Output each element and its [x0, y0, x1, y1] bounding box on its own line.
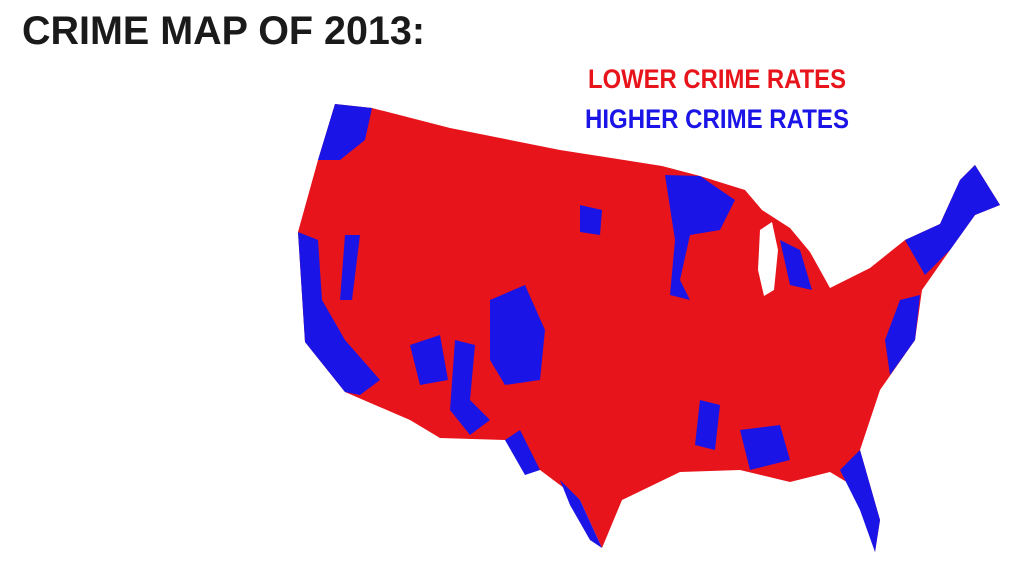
- map-region: [885, 295, 920, 375]
- map-region: [505, 430, 540, 475]
- map-region: [780, 240, 812, 290]
- map-region: [318, 104, 372, 160]
- map-region: [740, 425, 790, 470]
- map-region: [450, 340, 490, 435]
- map-region: [695, 400, 720, 450]
- legend-label: LOWER CRIME RATES: [588, 64, 846, 94]
- map-region: [665, 175, 735, 300]
- map-region: [298, 104, 1000, 552]
- map-region: [560, 480, 602, 548]
- map-region: [298, 232, 380, 395]
- high-crime-areas: [298, 104, 1000, 552]
- legend-label: HIGHER CRIME RATES: [585, 104, 849, 134]
- map-region: [840, 450, 880, 552]
- map-region: [580, 205, 602, 235]
- map-region: [905, 165, 1000, 275]
- lake: [758, 222, 778, 296]
- map-region: [410, 335, 448, 385]
- map-region: [340, 235, 360, 300]
- us-map: [298, 104, 1000, 552]
- map-title: CRIME MAP OF 2013:: [22, 9, 425, 53]
- map-region: [490, 285, 545, 385]
